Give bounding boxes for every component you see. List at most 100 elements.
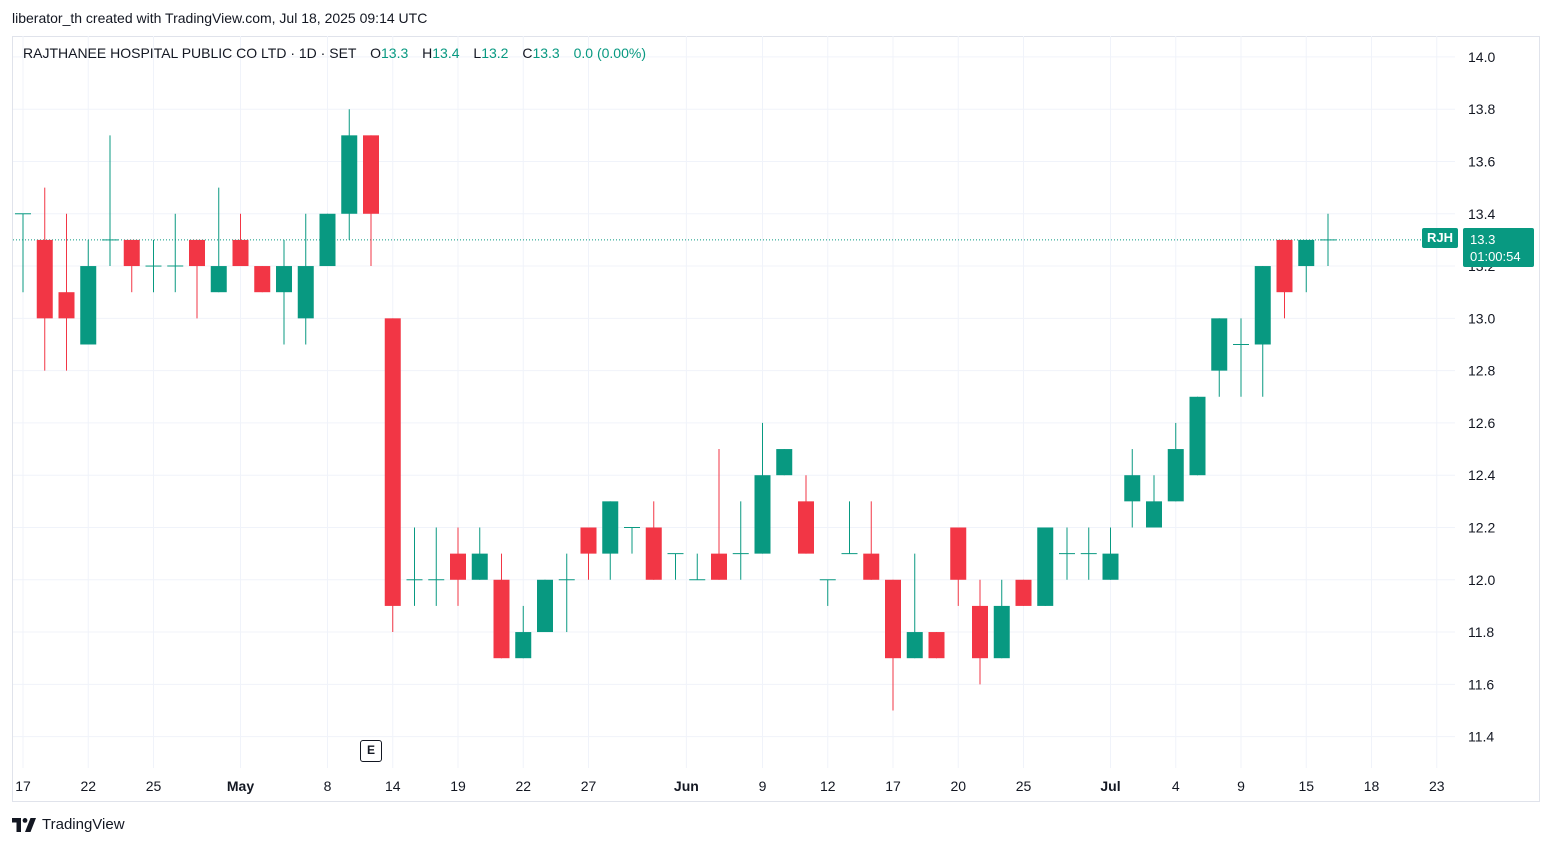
candle[interactable]: [689, 553, 706, 581]
candle[interactable]: [36, 187, 53, 371]
candle[interactable]: [1146, 475, 1162, 528]
time-tick-label: 23: [1429, 778, 1445, 794]
candle[interactable]: [297, 213, 314, 345]
candle-body: [450, 553, 466, 580]
candle[interactable]: [319, 213, 336, 267]
candle-body: [1211, 318, 1228, 371]
candle[interactable]: [537, 579, 553, 633]
candle-body: [36, 239, 53, 319]
time-tick-label: May: [227, 778, 254, 794]
candle[interactable]: [1167, 422, 1184, 502]
candle[interactable]: [1189, 396, 1206, 476]
earnings-event-marker[interactable]: E: [360, 740, 382, 762]
candle[interactable]: [1037, 527, 1054, 606]
candle-body: [1015, 579, 1032, 606]
candle[interactable]: [450, 527, 466, 606]
candle[interactable]: [80, 239, 97, 345]
candle[interactable]: [189, 239, 205, 319]
candle[interactable]: [1298, 239, 1315, 293]
tradingview-logo-icon: [12, 817, 36, 832]
candle[interactable]: [1124, 449, 1141, 528]
candle[interactable]: [102, 135, 118, 267]
candle-body: [384, 318, 401, 606]
candle[interactable]: [928, 632, 945, 659]
candle[interactable]: [471, 527, 488, 580]
time-tick-label: 18: [1364, 778, 1380, 794]
candle[interactable]: [667, 553, 684, 580]
candle[interactable]: [406, 527, 423, 606]
candle[interactable]: [602, 501, 619, 580]
candle[interactable]: [232, 213, 249, 267]
candle[interactable]: [363, 135, 379, 267]
time-axis: 17 22 25 May 8 14 19 22 27 Jun 9 12 17 20 25 Jul 4 9 15 18 2…: [15, 778, 1445, 794]
candle-body: [515, 632, 532, 659]
candle-body: [537, 579, 553, 633]
low-label: L: [473, 45, 482, 61]
candle[interactable]: [558, 553, 575, 633]
time-tick-label: 25: [146, 778, 162, 794]
candle[interactable]: [428, 527, 445, 606]
candle[interactable]: [123, 239, 140, 293]
candle-body: [863, 553, 880, 580]
candle[interactable]: [276, 239, 292, 345]
symbol-line: RAJTHANEE HOSPITAL PUBLIC CO LTD · 1D · …: [23, 45, 357, 61]
candle[interactable]: [145, 239, 162, 293]
candle-body: [906, 632, 923, 659]
candle[interactable]: [645, 501, 662, 580]
candle-body: [341, 135, 358, 214]
candle[interactable]: [515, 605, 532, 659]
chart-frame: [12, 36, 1540, 802]
candle[interactable]: [1102, 527, 1119, 580]
candle[interactable]: [58, 213, 75, 371]
candle[interactable]: [885, 579, 901, 711]
candle[interactable]: [1059, 527, 1075, 580]
candle[interactable]: [1211, 318, 1228, 397]
candle[interactable]: [384, 318, 401, 633]
time-tick-label: 25: [1016, 778, 1032, 794]
candles: [15, 109, 1336, 711]
candle[interactable]: [254, 266, 271, 293]
candle[interactable]: [754, 422, 771, 554]
candle[interactable]: [863, 501, 880, 580]
bar-countdown: 01:00:54: [1470, 249, 1521, 264]
price-tick-label: 13.6: [1468, 153, 1495, 169]
candle[interactable]: [1015, 579, 1032, 606]
candle[interactable]: [841, 501, 858, 555]
high-value: 13.4: [432, 45, 460, 61]
candle[interactable]: [732, 501, 749, 580]
time-tick-label: 17: [15, 778, 31, 794]
candle-body: [363, 135, 379, 214]
candle[interactable]: [972, 579, 988, 685]
candle[interactable]: [341, 109, 358, 240]
candle-body: [754, 475, 771, 554]
candle[interactable]: [15, 213, 31, 293]
candle[interactable]: [906, 553, 923, 659]
candle-body: [711, 553, 727, 580]
candle[interactable]: [776, 449, 793, 476]
candle[interactable]: [1233, 318, 1249, 397]
candle[interactable]: [1320, 213, 1336, 267]
candle[interactable]: [210, 187, 227, 293]
candle[interactable]: [624, 526, 640, 554]
candle[interactable]: [1254, 266, 1271, 397]
tradingview-brand[interactable]: TradingView: [12, 816, 125, 833]
candle[interactable]: [167, 213, 184, 293]
time-tick-label: 4: [1172, 778, 1180, 794]
candle[interactable]: [993, 579, 1010, 659]
candle[interactable]: [819, 579, 836, 606]
last-price-tag: 13.3 01:00:54: [1463, 228, 1534, 267]
candle-body: [1167, 449, 1184, 502]
candle-body: [58, 292, 75, 319]
candle[interactable]: [950, 527, 967, 606]
candle[interactable]: [1276, 239, 1293, 319]
candle-body: [1189, 396, 1206, 476]
candle[interactable]: [798, 475, 814, 554]
candle[interactable]: [580, 527, 597, 580]
candle[interactable]: [1080, 527, 1097, 580]
candle[interactable]: [711, 449, 727, 580]
candle[interactable]: [493, 553, 510, 659]
candle-body: [276, 266, 292, 293]
chart-credit: liberator_th created with TradingView.co…: [12, 10, 428, 26]
candle-body: [254, 266, 271, 293]
